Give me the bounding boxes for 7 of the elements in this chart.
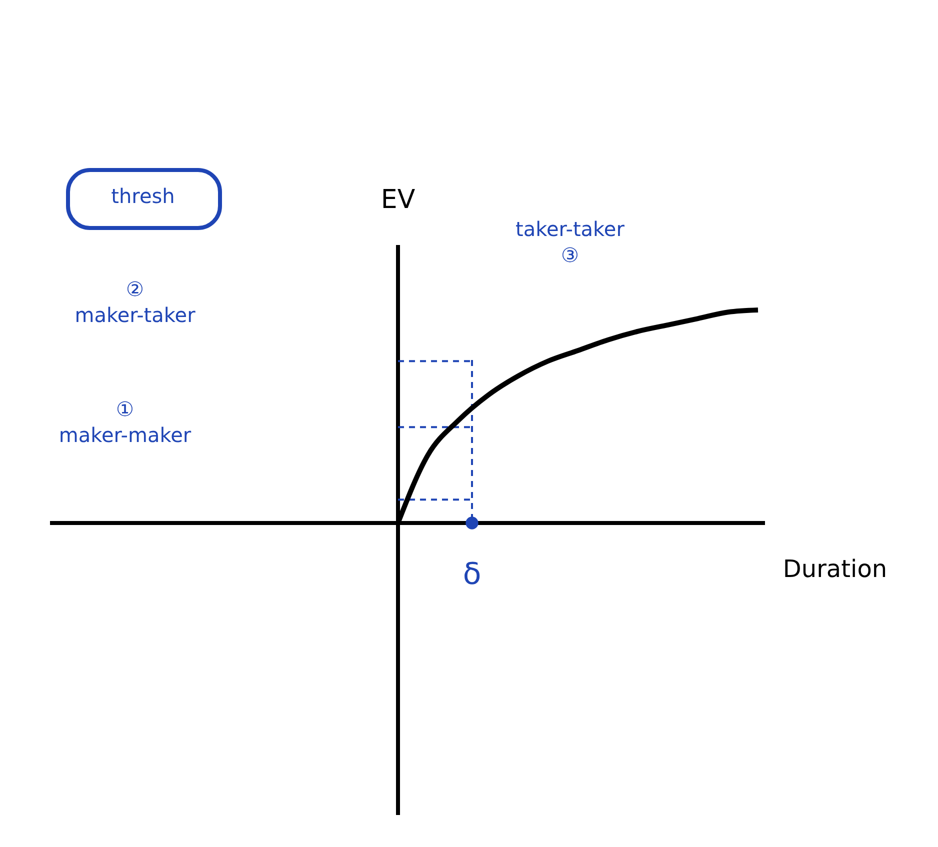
text: ① maker-maker <box>58 397 192 447</box>
x-axis-title: Duration <box>782 555 888 583</box>
text: δ <box>462 557 482 592</box>
text: ② maker-taker <box>74 277 196 327</box>
text: taker-taker ③ <box>516 217 626 267</box>
text: thresh <box>111 184 175 208</box>
y-axis-title: EV <box>380 185 416 215</box>
